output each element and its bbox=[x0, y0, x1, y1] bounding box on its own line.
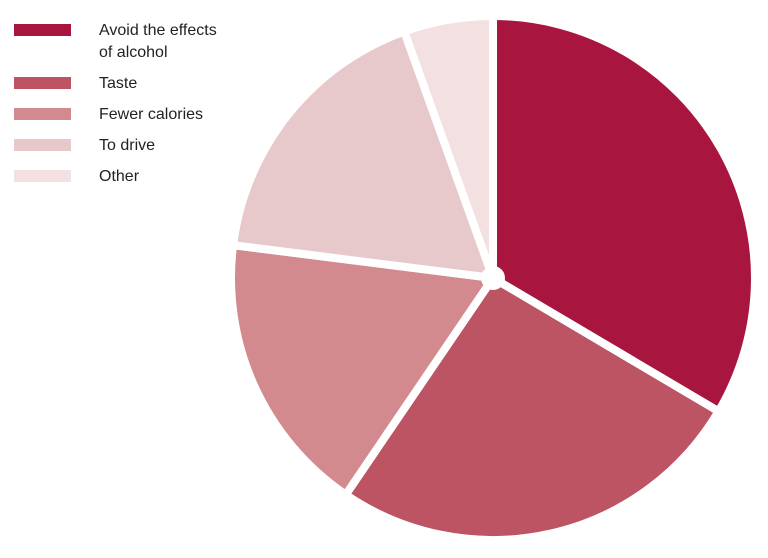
pie-slice-to-drive bbox=[229, 27, 497, 282]
legend-label: Fewer calories bbox=[99, 106, 204, 123]
legend-swatch bbox=[14, 170, 71, 182]
legend-item: Other bbox=[14, 166, 229, 188]
legend-item: To drive bbox=[14, 135, 229, 157]
pie-slice-taste bbox=[341, 274, 723, 544]
legend: Avoid the effects of alcohol Taste Fewer c… bbox=[14, 20, 229, 197]
legend-item: Fewer calories bbox=[14, 104, 229, 126]
legend-swatch bbox=[14, 77, 71, 89]
legend-item: Taste bbox=[14, 73, 229, 95]
legend-swatch bbox=[14, 108, 71, 120]
pie-slice-fewer-calories bbox=[227, 241, 497, 499]
legend-swatch bbox=[14, 24, 71, 36]
legend-label: Avoid the effects of alcohol bbox=[99, 22, 217, 61]
legend-label: Taste bbox=[99, 75, 138, 92]
pie-center-hole bbox=[481, 266, 505, 290]
legend-label: Other bbox=[99, 168, 140, 185]
legend-swatch bbox=[14, 139, 71, 151]
legend-item: Avoid the effects of alcohol bbox=[14, 20, 229, 64]
pie-slice-other bbox=[400, 12, 497, 282]
legend-label: To drive bbox=[99, 137, 156, 154]
